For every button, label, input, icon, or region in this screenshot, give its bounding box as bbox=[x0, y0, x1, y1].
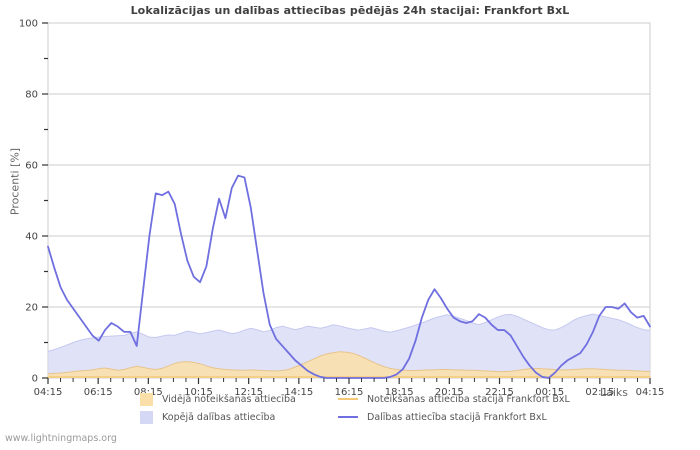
svg-text:00:15: 00:15 bbox=[535, 387, 564, 398]
chart-legend: Vidējā noteikšanas attiecība Kopējā dalī… bbox=[0, 390, 700, 426]
legend-label-station-detection: Noteikšanas attiecība stacijā Frankfort … bbox=[367, 393, 570, 405]
svg-text:20:15: 20:15 bbox=[435, 387, 464, 398]
axis-group bbox=[42, 22, 651, 384]
legend-swatch-total-participation bbox=[140, 410, 153, 424]
legend-column-areas: Vidējā noteikšanas attiecība Kopējā dalī… bbox=[140, 390, 296, 426]
grid-lines bbox=[47, 22, 651, 379]
legend-label-avg-detection: Vidējā noteikšanas attiecība bbox=[162, 393, 296, 405]
legend-item-total-participation[interactable]: Kopējā dalības attiecība bbox=[140, 408, 296, 426]
svg-text:02:15: 02:15 bbox=[585, 387, 614, 398]
legend-item-station-detection[interactable]: Noteikšanas attiecība stacijā Frankfort … bbox=[338, 390, 570, 408]
svg-text:100: 100 bbox=[19, 19, 38, 30]
svg-text:0: 0 bbox=[32, 374, 38, 385]
legend-item-avg-detection[interactable]: Vidējā noteikšanas attiecība bbox=[140, 390, 296, 408]
svg-text:40: 40 bbox=[25, 232, 38, 243]
legend-label-total-participation: Kopējā dalības attiecība bbox=[162, 411, 276, 423]
watermark: www.lightningmaps.org bbox=[5, 433, 117, 444]
legend-swatch-station-participation bbox=[338, 411, 358, 424]
svg-text:16:15: 16:15 bbox=[335, 387, 364, 398]
svg-text:04:15: 04:15 bbox=[636, 387, 665, 398]
svg-text:18:15: 18:15 bbox=[385, 387, 414, 398]
svg-text:20: 20 bbox=[25, 303, 38, 314]
svg-text:10:15: 10:15 bbox=[184, 387, 213, 398]
x-axis-label: Laiks bbox=[600, 386, 629, 399]
svg-text:14:15: 14:15 bbox=[284, 387, 313, 398]
svg-text:06:15: 06:15 bbox=[84, 387, 113, 398]
svg-text:22:15: 22:15 bbox=[485, 387, 514, 398]
svg-text:60: 60 bbox=[25, 161, 38, 172]
y-tick-labels: 0 20 40 60 80 100 bbox=[19, 19, 38, 385]
legend-item-station-participation[interactable]: Dalības attiecība stacijā Frankfort BxL bbox=[338, 408, 570, 426]
legend-swatch-avg-detection bbox=[140, 392, 153, 406]
legend-swatch-station-detection bbox=[338, 393, 358, 406]
svg-text:80: 80 bbox=[25, 90, 38, 101]
legend-label-station-participation: Dalības attiecība stacijā Frankfort BxL bbox=[367, 411, 547, 423]
svg-text:04:15: 04:15 bbox=[34, 387, 63, 398]
chart-title: Lokalizācijas un dalības attiecības pēdē… bbox=[130, 4, 570, 17]
legend-column-lines: Noteikšanas attiecība stacijā Frankfort … bbox=[338, 390, 570, 426]
svg-text:12:15: 12:15 bbox=[234, 387, 263, 398]
